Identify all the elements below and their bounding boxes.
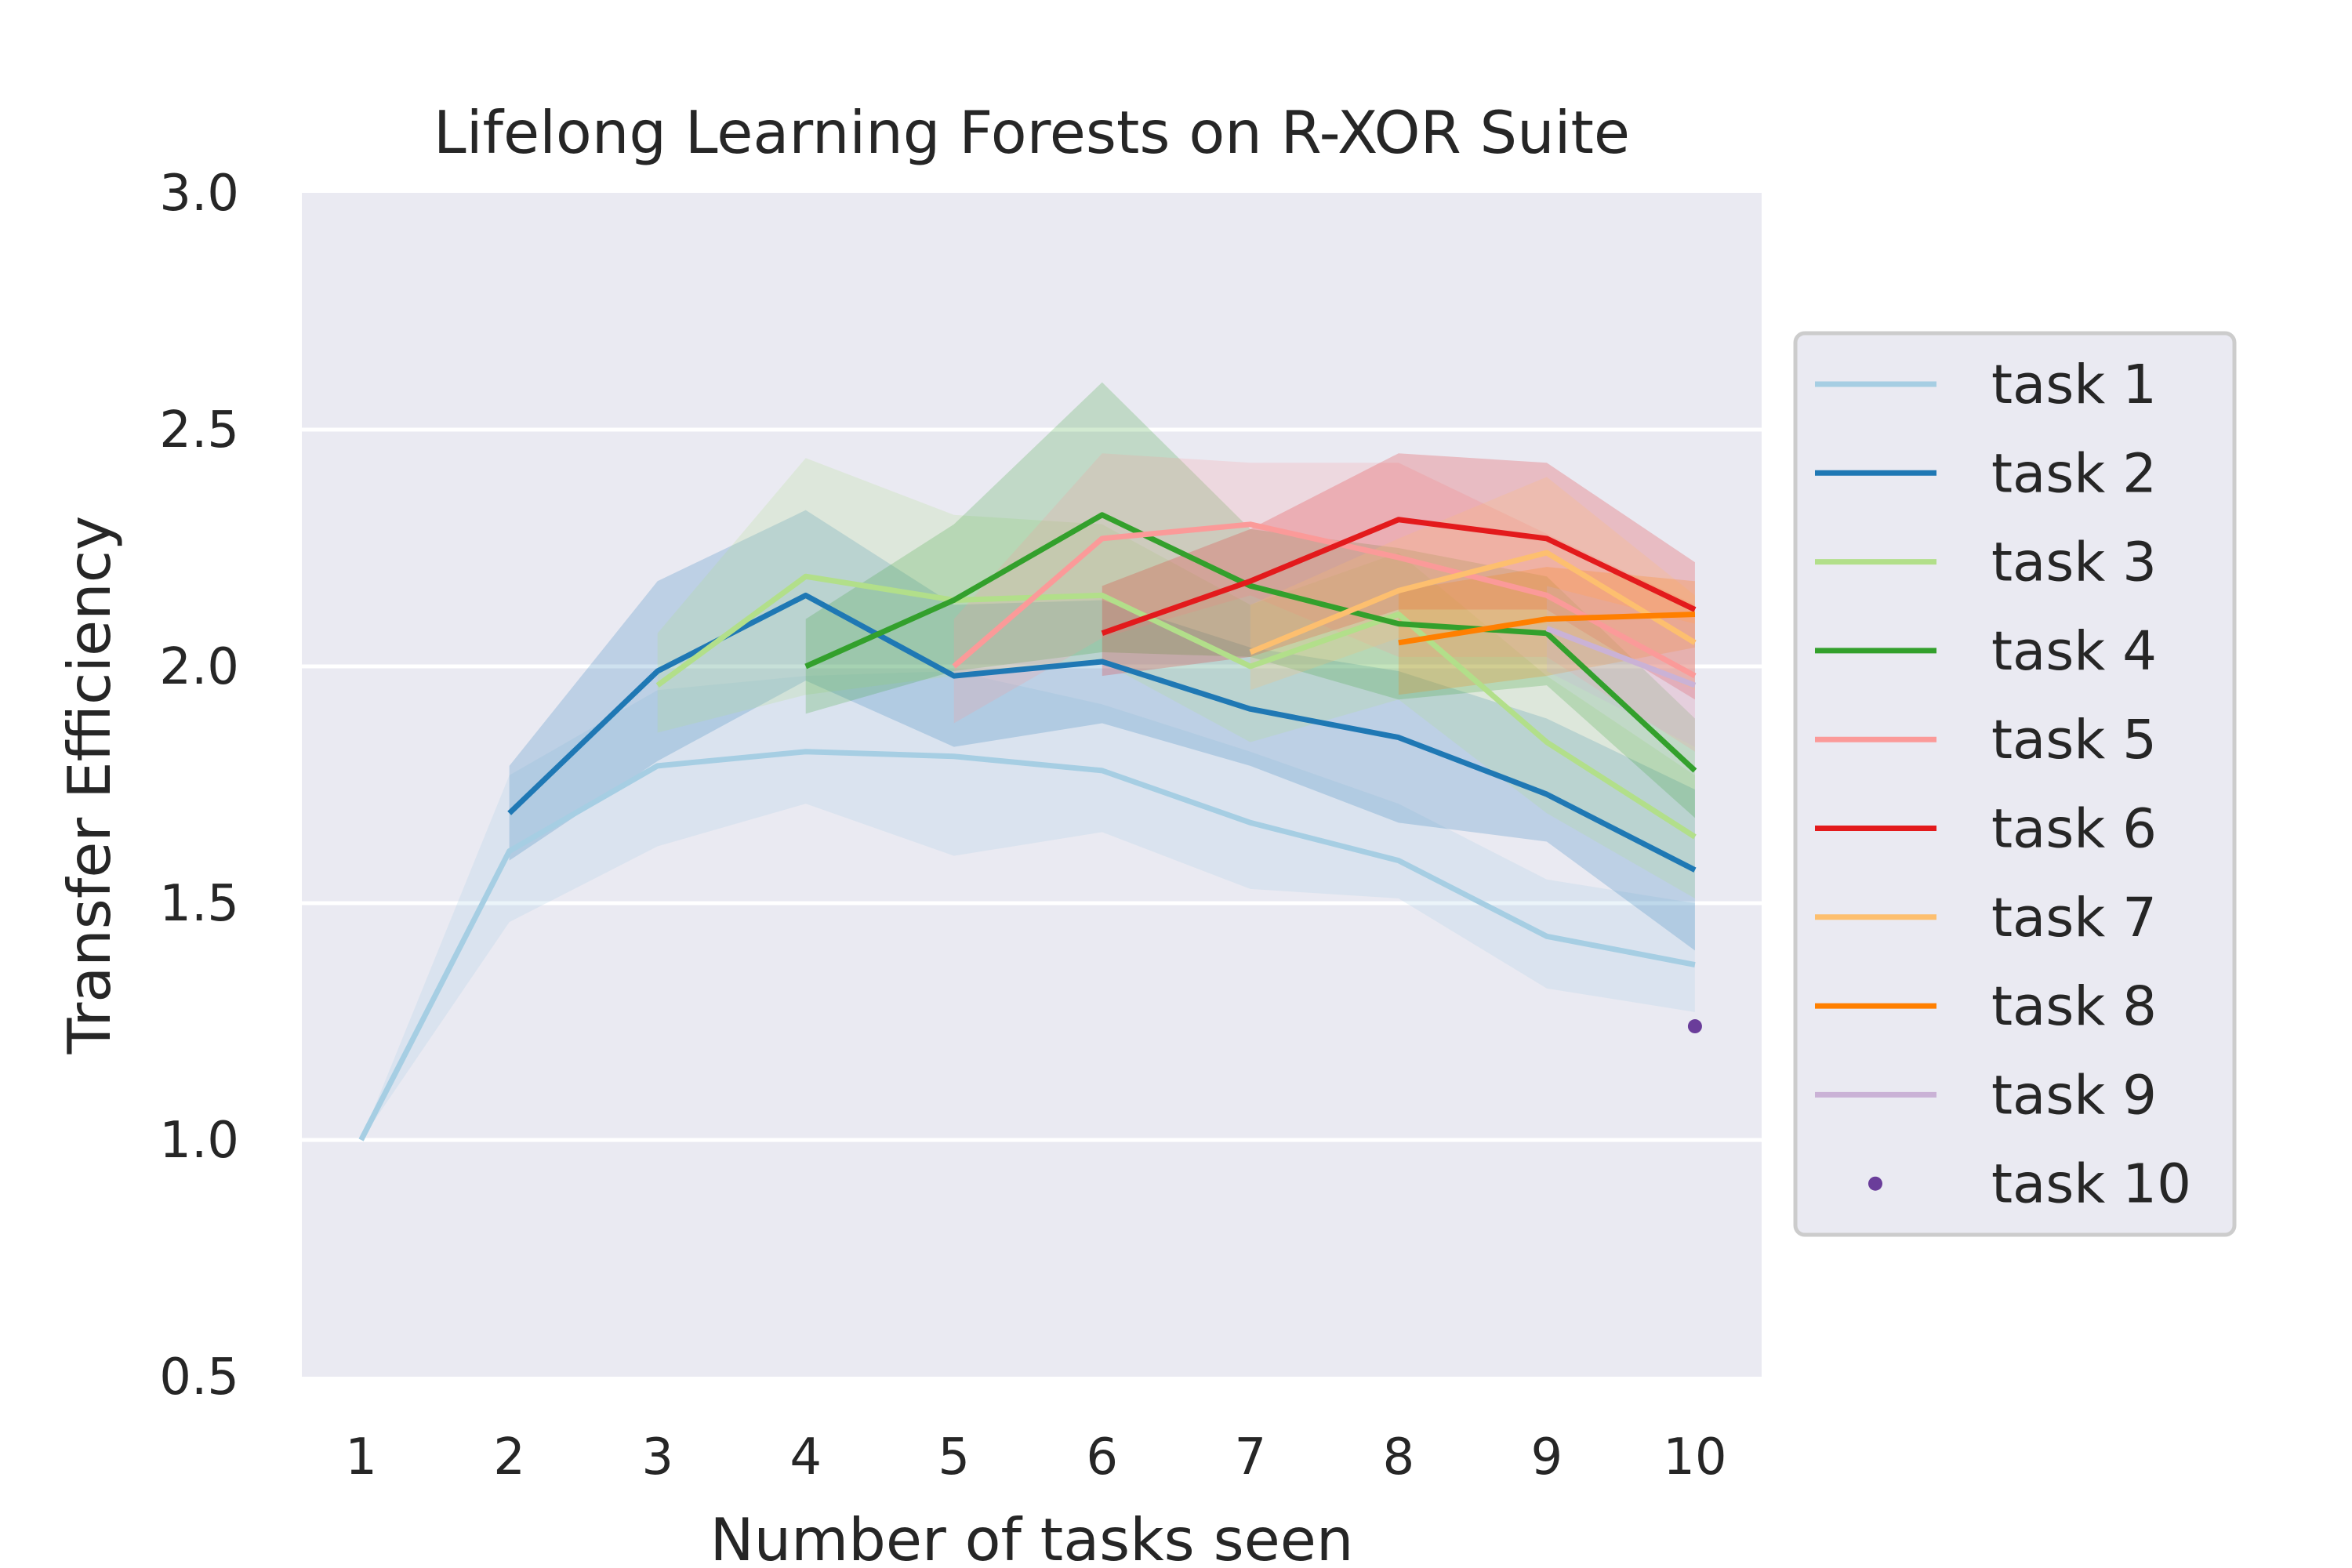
legend-item: task 6: [1815, 798, 2157, 861]
line-series-3: [655, 573, 1697, 840]
y-tick-label: 0.5: [159, 1348, 239, 1406]
y-tick-label: 2.0: [159, 638, 239, 696]
legend-item: task 2: [1815, 442, 2157, 505]
x-tick-label: 1: [345, 1428, 377, 1486]
legend-item: task 7: [1815, 887, 2157, 949]
x-tick-label: 8: [1383, 1428, 1415, 1486]
line-series-7: [1249, 550, 1697, 655]
legend: task 1 task 2 task 3 task 4 task 5 task 6 task…: [1793, 331, 2237, 1237]
legend-item: task 1: [1815, 354, 2157, 416]
band-series-9: [1546, 586, 1695, 747]
x-tick-label: 7: [1234, 1428, 1266, 1486]
x-tick-label: 5: [938, 1428, 970, 1486]
legend-label: task 6: [1991, 798, 2157, 861]
band-series-6: [1102, 453, 1695, 700]
band-series-4: [805, 382, 1695, 818]
x-tick-labels: 1 2 3 4 5 6 7 8 9 10: [345, 1428, 1726, 1486]
x-axis-label: Number of tasks seen: [710, 1505, 1354, 1568]
band-series-7: [1250, 477, 1695, 691]
y-tick-label: 3.0: [159, 165, 239, 223]
x-tick-label: 6: [1086, 1428, 1118, 1486]
legend-item: task 10: [1868, 1153, 2191, 1216]
legend-item: task 3: [1815, 532, 2157, 594]
y-axis-label: Transfer Efficiency: [55, 516, 124, 1055]
y-tick-labels: 0.5 1.0 1.5 2.0 2.5 3.0: [159, 165, 239, 1406]
legend-label: task 9: [1991, 1064, 2157, 1127]
x-tick-label: 3: [641, 1428, 673, 1486]
chart-title: Lifelong Learning Forests on R-XOR Suite: [434, 98, 1630, 167]
line-series-1: [358, 749, 1696, 1142]
legend-item: task 4: [1815, 620, 2157, 683]
legend-label: task 7: [1991, 887, 2157, 949]
line-series-5: [952, 521, 1697, 679]
line-series-8: [1398, 612, 1696, 646]
legend-item: task 5: [1815, 709, 2157, 771]
x-tick-label: 2: [493, 1428, 525, 1486]
x-tick-label: 4: [789, 1428, 822, 1486]
legend-label: task 4: [1991, 620, 2157, 683]
series-lines: [358, 512, 1702, 1142]
legend-item: task 9: [1815, 1064, 2157, 1127]
legend-label: task 1: [1991, 354, 2157, 416]
y-tick-label: 1.5: [159, 875, 239, 933]
line-series-4: [804, 512, 1697, 773]
y-tick-label: 1.0: [159, 1112, 239, 1170]
legend-item: task 8: [1815, 975, 2157, 1038]
legend-label: task 2: [1991, 442, 2157, 505]
x-tick-label: 10: [1663, 1428, 1726, 1486]
legend-label: task 5: [1991, 709, 2157, 771]
band-series-1: [361, 671, 1695, 1140]
y-tick-label: 2.5: [159, 401, 239, 459]
legend-frame: [1793, 331, 2237, 1237]
legend-label: task 10: [1991, 1153, 2191, 1216]
legend-label: task 3: [1991, 532, 2157, 594]
band-series-2: [509, 510, 1695, 951]
line-series-6: [1101, 517, 1697, 637]
band-series-3: [657, 458, 1695, 898]
legend-marker: [1868, 1176, 1882, 1191]
line-series-9: [1545, 626, 1697, 688]
x-tick-label: 9: [1531, 1428, 1563, 1486]
legend-label: task 8: [1991, 975, 2157, 1038]
point-series-10: [1687, 1019, 1702, 1034]
